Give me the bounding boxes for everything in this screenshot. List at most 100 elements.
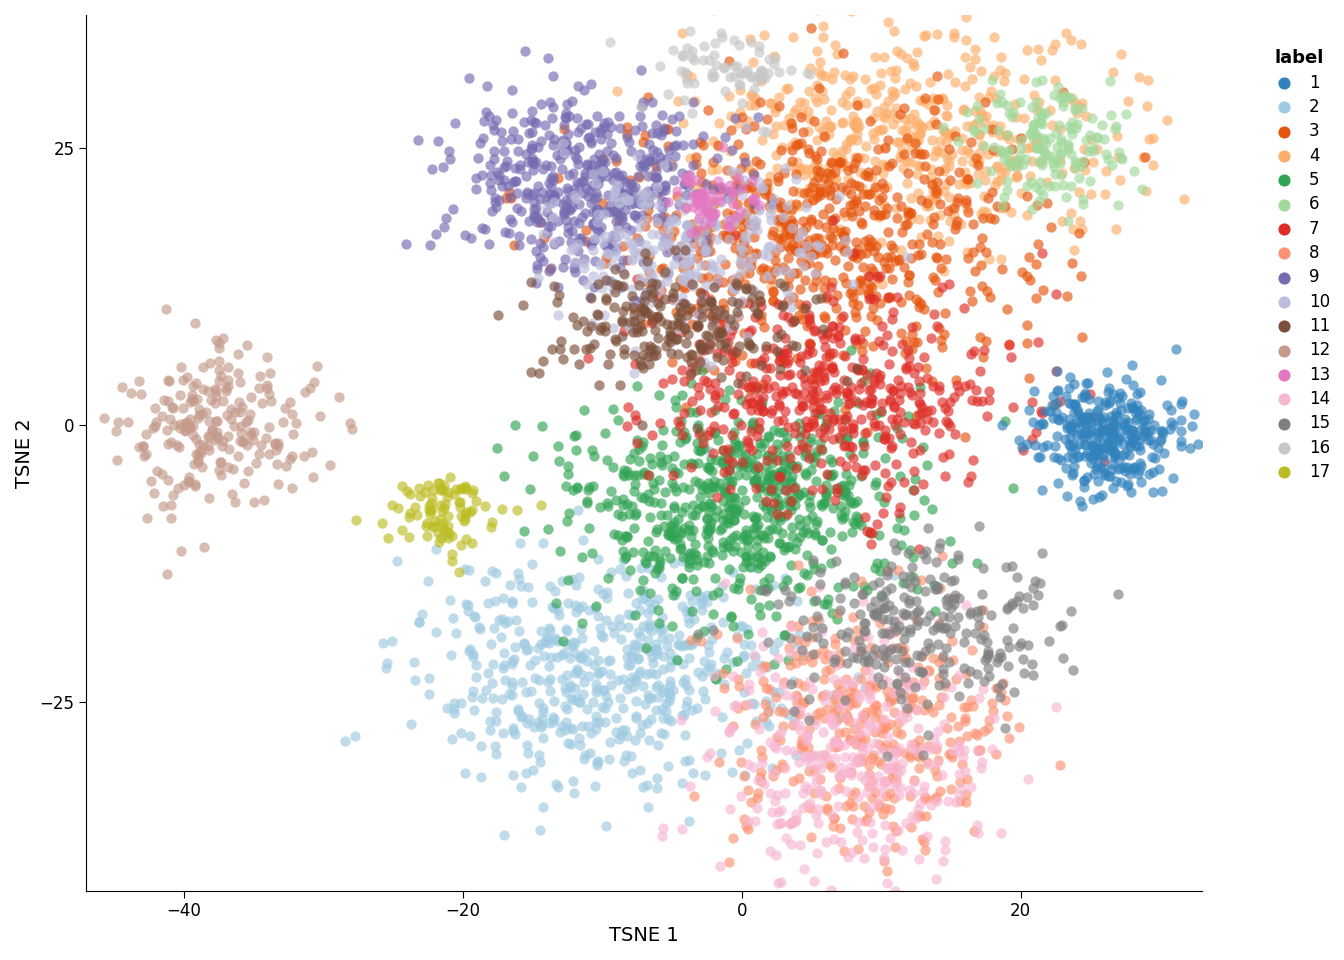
Point — [786, 535, 808, 550]
Point — [617, 126, 638, 141]
Point — [771, 678, 793, 693]
Point — [1050, 167, 1071, 182]
Point — [1005, 109, 1027, 125]
Point — [675, 243, 696, 258]
Point — [905, 145, 926, 160]
Point — [982, 68, 1004, 84]
Point — [622, 300, 644, 315]
Point — [890, 665, 911, 681]
Point — [906, 612, 927, 627]
Point — [587, 581, 609, 596]
Point — [866, 366, 887, 381]
Point — [867, 141, 888, 156]
Point — [606, 724, 628, 739]
Point — [543, 711, 564, 727]
Point — [769, 346, 790, 361]
Point — [849, 164, 871, 180]
Point — [745, 472, 766, 488]
Point — [887, 420, 909, 435]
Point — [552, 135, 574, 151]
Point — [767, 492, 789, 508]
Point — [875, 584, 896, 599]
Point — [727, 582, 749, 597]
Point — [872, 121, 894, 136]
Point — [749, 71, 770, 86]
Point — [836, 385, 857, 400]
Point — [742, 165, 763, 180]
Point — [886, 541, 907, 557]
Point — [534, 634, 555, 649]
Point — [749, 156, 770, 172]
Point — [844, 721, 866, 736]
Point — [792, 695, 813, 710]
Point — [618, 183, 640, 199]
Point — [771, 453, 793, 468]
Point — [188, 453, 210, 468]
Point — [1050, 453, 1071, 468]
Point — [753, 376, 774, 392]
Point — [1079, 387, 1101, 402]
Point — [1021, 154, 1043, 169]
Point — [806, 77, 828, 92]
Point — [442, 528, 464, 543]
Point — [415, 518, 437, 534]
Point — [724, 345, 746, 360]
Point — [703, 313, 724, 328]
Point — [755, 493, 777, 509]
Point — [780, 457, 801, 472]
Point — [909, 125, 930, 140]
Point — [909, 406, 930, 421]
Point — [919, 640, 941, 656]
Point — [657, 225, 679, 240]
Point — [1129, 438, 1150, 453]
Point — [637, 189, 659, 204]
Point — [484, 143, 505, 158]
Point — [755, 714, 777, 730]
Point — [458, 643, 480, 659]
Point — [646, 562, 668, 577]
Point — [586, 715, 607, 731]
Point — [809, 401, 831, 417]
Point — [786, 230, 808, 246]
Point — [880, 238, 902, 253]
Point — [755, 494, 777, 510]
Point — [810, 561, 832, 576]
Point — [481, 167, 503, 182]
Point — [145, 400, 167, 416]
Point — [665, 651, 687, 666]
Point — [723, 68, 745, 84]
Point — [818, 126, 840, 141]
Point — [836, 428, 857, 444]
Point — [699, 293, 720, 308]
Point — [788, 717, 809, 732]
Point — [765, 147, 786, 162]
Point — [786, 594, 808, 610]
Point — [425, 541, 446, 557]
Point — [737, 433, 758, 448]
Point — [460, 728, 481, 743]
Point — [726, 58, 747, 73]
Point — [737, 177, 758, 192]
Point — [829, 682, 851, 697]
Point — [829, 155, 851, 170]
Point — [1028, 114, 1050, 130]
Point — [739, 547, 761, 563]
Point — [841, 343, 863, 358]
Point — [898, 207, 919, 223]
Point — [720, 609, 742, 624]
Point — [642, 548, 664, 564]
Point — [694, 244, 715, 259]
Point — [970, 108, 992, 123]
Point — [465, 170, 487, 185]
Point — [890, 148, 911, 163]
Point — [968, 742, 989, 757]
Point — [731, 483, 753, 498]
Point — [898, 267, 919, 282]
Point — [609, 618, 630, 634]
Point — [650, 701, 672, 716]
Point — [267, 476, 289, 492]
Point — [777, 652, 798, 667]
Point — [612, 212, 633, 228]
Point — [649, 415, 671, 430]
Point — [763, 191, 785, 206]
